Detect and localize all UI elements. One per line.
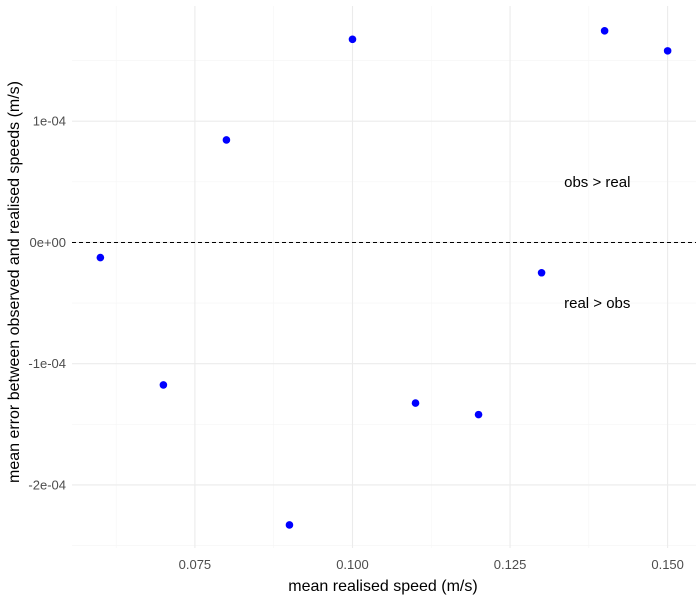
x-axis-title: mean realised speed (m/s) — [288, 578, 477, 595]
data-point — [159, 381, 168, 389]
data-points — [96, 27, 672, 529]
x-tick-label: 0.125 — [494, 557, 527, 572]
annotation-label: real > obs — [564, 295, 630, 312]
y-axis-title: mean error between observed and realised… — [6, 81, 23, 483]
x-tick-label: 0.150 — [651, 557, 684, 572]
data-point — [600, 27, 609, 35]
x-tick-label: 0.100 — [336, 557, 369, 572]
annotation-label: obs > real — [564, 174, 630, 191]
y-tick-label: -2e-04 — [28, 477, 66, 492]
x-axis-ticks: 0.075 0.100 0.125 0.150 — [179, 557, 684, 572]
y-axis-ticks: -2e-04 -1e-04 0e+00 1e-04 — [28, 114, 66, 493]
grid — [72, 6, 696, 548]
data-point — [348, 35, 357, 44]
x-tick-label: 0.075 — [179, 557, 212, 572]
data-point — [663, 47, 672, 55]
y-tick-label: -1e-04 — [28, 356, 66, 371]
data-point — [285, 521, 294, 529]
data-point — [411, 399, 420, 407]
y-tick-label: 1e-04 — [33, 114, 66, 129]
data-point — [474, 410, 483, 419]
data-point — [537, 268, 546, 277]
data-point — [96, 253, 105, 262]
data-point — [222, 136, 231, 144]
y-tick-label: 0e+00 — [29, 235, 66, 250]
annotations: obs > real real > obs — [564, 174, 630, 312]
